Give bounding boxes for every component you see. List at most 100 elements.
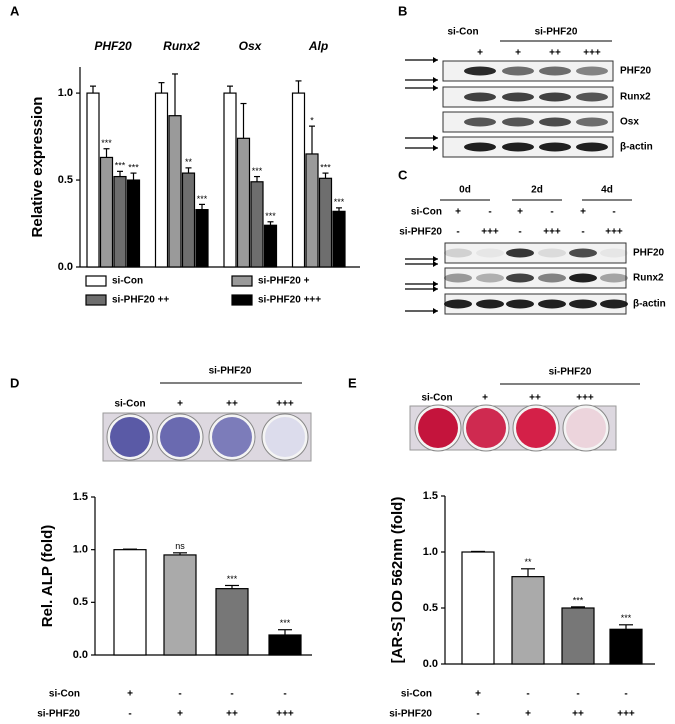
blot-band [539,92,571,102]
blot-band [476,248,504,258]
blot-band [576,142,608,152]
y-tick-label: 0.0 [423,658,438,670]
panel-label: A [10,3,20,18]
category-label: Osx [239,39,263,53]
blot-band [506,248,534,258]
row-mark: +++ [605,227,623,238]
row-mark: - [456,227,459,238]
significance-label: *** [265,211,276,221]
arrow-head [433,135,438,141]
row-mark: + [517,207,523,218]
panel-label: D [10,375,19,390]
bar [99,156,114,268]
arrow-head [433,256,438,262]
bar [561,607,595,665]
bar [113,175,127,268]
bar [195,209,209,268]
row-mark: +++ [543,227,561,238]
row-mark: + [525,709,531,720]
band-label: Runx2 [633,273,664,284]
band-label: Runx2 [620,92,651,103]
legend-label: si-PHF20 ++ [112,295,169,306]
row-label: si-PHF20 [37,709,80,720]
blot-band [569,299,597,309]
row-mark: ++ [572,709,584,720]
bar [461,551,495,665]
row-mark: + [127,689,133,700]
bar [215,588,249,656]
blot-band [506,299,534,309]
blot-band [576,92,608,102]
lane-label: + [515,48,521,59]
group-label: si-PHF20 [209,366,252,377]
blot-band [569,273,597,283]
band-label: Osx [620,117,639,128]
row-label: si-Con [401,689,432,700]
band-label: β-actin [633,299,666,310]
blot-band [464,117,496,127]
row-mark: - [612,207,615,218]
arrow-head [433,57,438,63]
well [516,408,556,448]
row-mark: - [550,207,553,218]
blot-band [502,66,534,76]
bar [113,549,147,656]
row-label: si-PHF20 [399,227,442,238]
panel-label: E [348,375,357,390]
y-tick-label: 0.0 [73,649,88,661]
y-tick-label: 0.5 [423,602,438,614]
row-label: si-PHF20 [389,709,432,720]
blot-band [464,66,496,76]
category-label: Runx2 [163,39,200,53]
category-label: PHF20 [94,39,132,53]
blot-frame [444,242,627,264]
y-tick-label: 0.5 [73,596,88,608]
bar [168,115,182,268]
lane-label: si-Con [421,393,452,404]
blot-band [444,273,472,283]
significance-label: *** [101,138,112,148]
blot-band [600,299,628,309]
blot-band [464,142,496,152]
blot-band [569,248,597,258]
blot-band [502,117,534,127]
bar [86,92,100,268]
significance-label: *** [128,162,139,172]
arrow-head [433,286,438,292]
blot-frame [444,293,627,315]
y-tick-label: 1.5 [423,490,438,502]
blot-band [476,299,504,309]
bar [305,153,319,268]
y-axis-label: Rel. ALP (fold) [39,525,56,628]
y-tick-label: 0.0 [58,261,73,273]
well [566,408,606,448]
well [212,417,252,457]
timepoint-label: 4d [601,185,613,196]
band-label: PHF20 [633,248,665,259]
blot-band [502,142,534,152]
row-mark: - [518,227,521,238]
row-mark: +++ [481,227,499,238]
significance-label: *** [280,618,291,628]
panel-label: B [398,3,407,18]
arrow-head [433,308,438,314]
row-label: si-Con [411,207,442,218]
lane-label: ++ [226,399,238,410]
blot-band [444,248,472,258]
bar [609,628,643,665]
row-mark: +++ [617,709,635,720]
blot-band [576,66,608,76]
lane-label: ++ [549,48,561,59]
lane-label: si-Con [114,399,145,410]
bar [332,210,346,268]
y-axis-label: [AR-S] OD 562nm (fold) [389,497,406,664]
row-mark: - [581,227,584,238]
row-mark: + [455,207,461,218]
legend-label: si-PHF20 + [258,276,310,287]
bar [163,554,197,656]
lane-label: ++ [529,393,541,404]
blot-band [506,273,534,283]
significance-label: *** [227,574,238,584]
lane-label: + [477,48,483,59]
row-mark: - [488,207,491,218]
